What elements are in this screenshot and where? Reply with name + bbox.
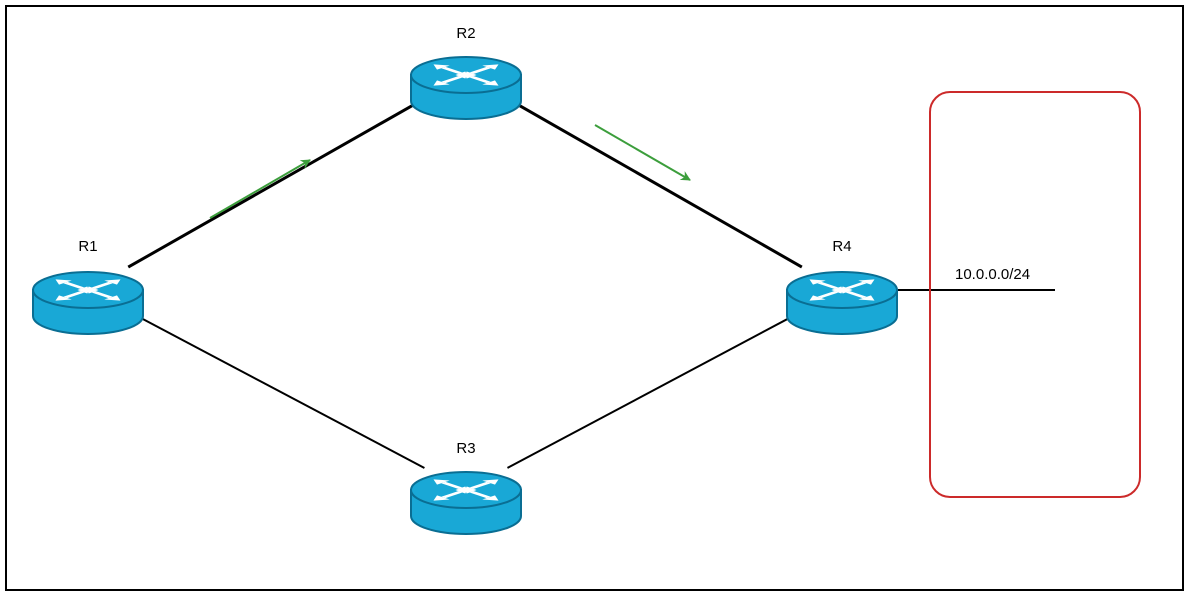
outer-border	[6, 6, 1183, 590]
link-R3-R4	[507, 312, 800, 468]
flow-arrow-2	[595, 125, 690, 180]
link-R1-R2	[128, 98, 425, 267]
label-R4: R4	[832, 238, 851, 255]
label-network: 10.0.0.0/24	[955, 266, 1030, 283]
label-R2: R2	[456, 25, 475, 42]
router-icon	[787, 272, 897, 334]
router-icon	[411, 472, 521, 534]
label-R3: R3	[456, 440, 475, 457]
region-box	[930, 92, 1140, 497]
link-R1-R3	[130, 312, 425, 468]
diagram-svg	[0, 0, 1189, 596]
link-R2-R4	[506, 98, 802, 267]
label-R1: R1	[78, 238, 97, 255]
router-icon	[411, 57, 521, 119]
diagram-canvas: R1 R2 R3 R4 10.0.0.0/24	[0, 0, 1189, 596]
flow-arrow-1	[210, 160, 310, 218]
router-icon	[33, 272, 143, 334]
